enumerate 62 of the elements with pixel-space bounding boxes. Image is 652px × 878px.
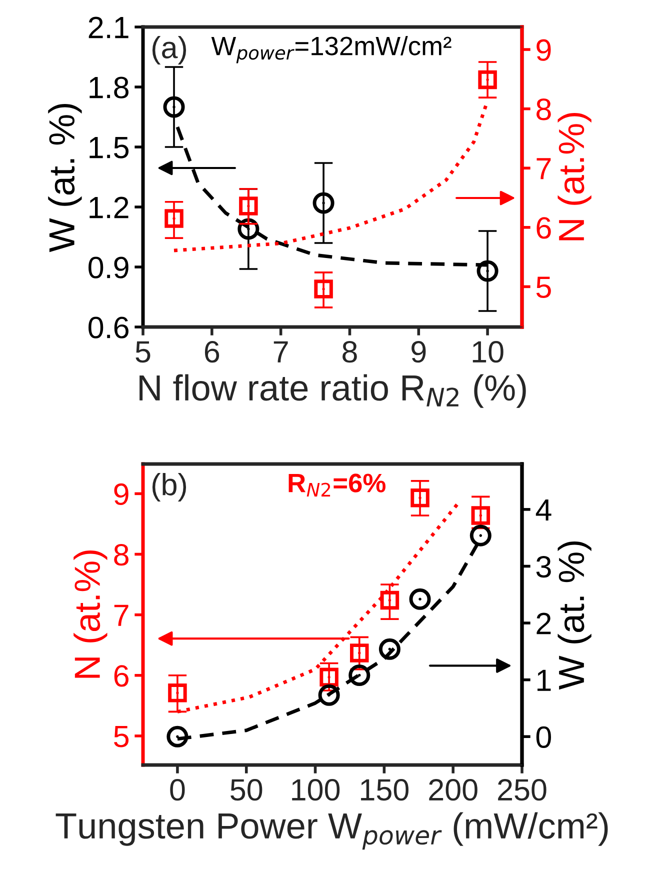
chart-title: (a) [152, 36, 186, 64]
y-tick-label: 6 [114, 665, 128, 687]
x-axis-title: N flow rate ratio R$_{N2}$ (%) [140, 374, 526, 408]
y2-tick-label: 3 [536, 556, 551, 578]
point [409, 588, 431, 610]
y2-axis-title: N (at.%) [558, 113, 592, 240]
point [476, 260, 498, 282]
point [312, 192, 334, 214]
x-tick-label: 50 [230, 779, 262, 801]
y2-tick-label: 9 [536, 39, 551, 61]
y-tick-label: 1.2 [90, 196, 128, 218]
x-tick-label: 200 [429, 779, 478, 801]
point [410, 488, 430, 508]
point [378, 638, 400, 660]
y2-axis-title: W (at. %) [558, 542, 592, 690]
y2-tick-label: 6 [536, 217, 551, 239]
y2-tick-label: 1 [538, 670, 551, 691]
annotation: W$_{power}$=132mW/cm² [211, 36, 452, 64]
point [166, 726, 188, 748]
point [470, 524, 492, 546]
x-tick-label: 0 [170, 779, 185, 801]
point [318, 684, 340, 706]
x-tick-label: 9 [412, 341, 426, 363]
point [314, 280, 333, 298]
y-tick-label: 0.6 [88, 316, 128, 338]
x-tick-label: 6 [204, 341, 220, 363]
x-tick-label: 10 [472, 341, 504, 363]
point [350, 644, 369, 662]
point [320, 668, 338, 687]
y2-tick-label: 7 [536, 158, 551, 180]
y-tick-label: 7 [114, 604, 128, 626]
y-tick-label: 0.9 [88, 256, 128, 278]
y2-tick-label: 4 [536, 499, 552, 521]
point [168, 684, 187, 702]
y-tick-label: 8 [114, 544, 128, 566]
point [164, 209, 184, 228]
point [478, 70, 497, 90]
y2-tick-label: 8 [536, 98, 551, 120]
chart-title: (b) [152, 473, 186, 502]
y-tick-label: 2.1 [88, 16, 128, 38]
point [348, 664, 370, 686]
y-tick-label: 1.8 [90, 76, 128, 98]
y-tick-label: 1.5 [90, 137, 129, 158]
point [163, 96, 185, 118]
point [239, 196, 258, 216]
y-axis-title: N (at.%) [74, 550, 108, 678]
x-axis-title: Tungsten Power W$_{power}$ (mW/cm²) [56, 812, 608, 850]
x-tick-label: 150 [361, 779, 408, 801]
x-tick-label: 5 [136, 341, 150, 363]
x-tick-label: 8 [342, 341, 357, 363]
point [380, 590, 400, 610]
annotation: R$_{N2}$=6% [288, 474, 386, 496]
y-tick-label: 5 [114, 726, 129, 748]
y-axis-title: W (at. %) [48, 104, 82, 252]
x-tick-label: 100 [292, 779, 340, 801]
x-tick-label: 7 [274, 341, 288, 362]
y2-tick-label: 0 [536, 726, 551, 748]
y2-tick-label: 5 [536, 276, 551, 298]
x-tick-label: 250 [498, 779, 546, 801]
y-tick-label: 9 [114, 483, 128, 506]
point [471, 506, 490, 525]
y2-tick-label: 2 [536, 612, 551, 634]
